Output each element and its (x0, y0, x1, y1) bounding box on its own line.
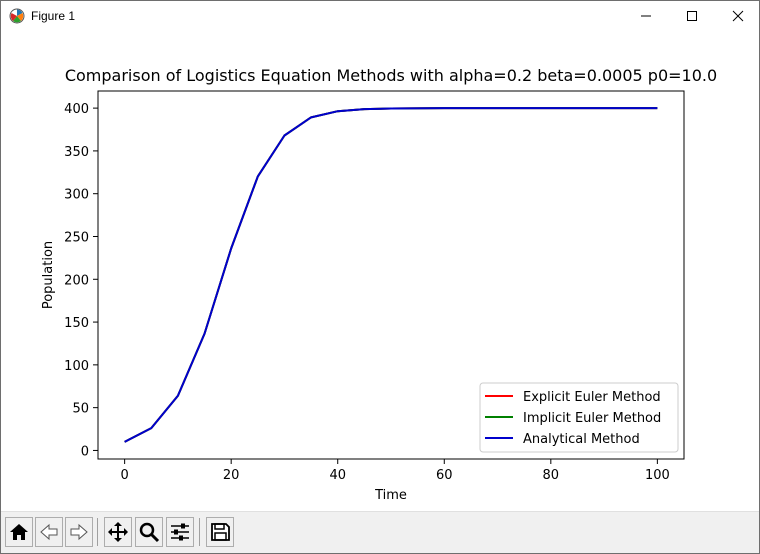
pan-icon (108, 522, 128, 542)
zoom-button[interactable] (135, 517, 163, 547)
y-tick-label: 300 (64, 188, 89, 203)
legend-label-explicit-euler: Explicit Euler Method (523, 390, 661, 405)
y-tick-label: 50 (72, 402, 89, 417)
x-tick-label: 60 (436, 468, 453, 483)
y-axis-label: Population (41, 241, 56, 309)
x-axis: 0 20 40 60 80 100 (120, 459, 670, 483)
x-tick-label: 20 (223, 468, 240, 483)
minimize-button[interactable] (623, 1, 669, 31)
y-tick-label: 350 (64, 145, 89, 160)
forward-button[interactable] (65, 517, 93, 547)
x-tick-label: 0 (120, 468, 128, 483)
pan-button[interactable] (104, 517, 132, 547)
x-tick-label: 100 (645, 468, 670, 483)
x-axis-label: Time (374, 488, 407, 503)
y-tick-label: 400 (64, 102, 89, 117)
y-tick-label: 0 (81, 444, 89, 459)
x-tick-label: 80 (543, 468, 560, 483)
series-line-analytical-method (124, 107, 658, 443)
y-tick-label: 200 (64, 273, 89, 288)
home-button[interactable] (5, 517, 33, 547)
x-tick-label: 40 (329, 468, 346, 483)
back-arrow-icon (40, 523, 58, 541)
chart: Comparison of Logistics Equation Methods… (41, 66, 717, 503)
legend-label-implicit-euler: Implicit Euler Method (523, 411, 661, 426)
navigation-toolbar (1, 511, 759, 553)
maximize-button[interactable] (669, 1, 715, 31)
minimize-icon (641, 15, 651, 17)
chart-title: Comparison of Logistics Equation Methods… (65, 66, 717, 85)
plot-lines (124, 107, 658, 443)
plot-frame (97, 90, 685, 460)
subplots-config-icon (171, 523, 189, 541)
close-button[interactable] (715, 1, 759, 31)
zoom-icon (139, 522, 160, 543)
y-tick-label: 250 (64, 230, 89, 245)
close-icon (732, 10, 744, 22)
matplotlib-icon (9, 8, 25, 24)
save-icon (211, 523, 230, 541)
title-bar[interactable]: Figure 1 (1, 1, 759, 31)
y-axis: 0 50 100 150 200 250 300 350 400 (64, 102, 98, 459)
forward-arrow-icon (70, 523, 88, 541)
y-tick-label: 100 (64, 359, 89, 374)
legend: Explicit Euler Method Implicit Euler Met… (479, 382, 679, 453)
back-button[interactable] (35, 517, 63, 547)
legend-label-analytical: Analytical Method (523, 432, 640, 447)
window-title: Figure 1 (31, 9, 76, 23)
save-button[interactable] (206, 517, 234, 547)
subplots-config-button[interactable] (166, 517, 194, 547)
maximize-icon (687, 11, 697, 21)
toolbar-separator (97, 518, 98, 546)
y-tick-label: 150 (64, 316, 89, 331)
legend-frame (479, 382, 679, 453)
toolbar-separator (199, 518, 200, 546)
figure-canvas[interactable]: Comparison of Logistics Equation Methods… (1, 31, 759, 511)
home-icon (10, 524, 28, 540)
